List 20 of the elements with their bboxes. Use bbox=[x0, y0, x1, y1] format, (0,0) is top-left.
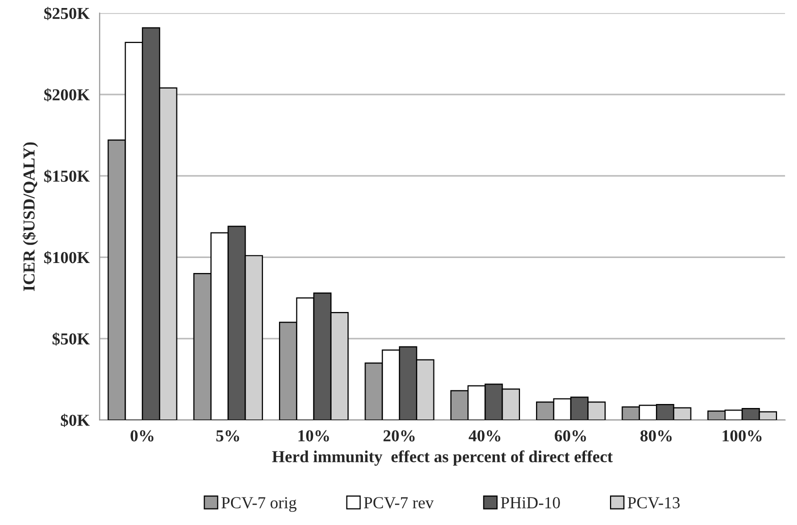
legend-label: PCV-13 bbox=[628, 497, 680, 508]
y-tick-label: $250K bbox=[44, 6, 90, 20]
x-tick-label: 60% bbox=[554, 430, 586, 442]
x-tick-label: 40% bbox=[468, 430, 500, 442]
x-tick-label: 100% bbox=[722, 430, 762, 442]
legend-label: PCV-7 rev bbox=[364, 497, 434, 508]
x-tick-label: 10% bbox=[298, 430, 329, 442]
x-tick-label: 20% bbox=[384, 430, 415, 442]
x-tick-label: 0% bbox=[130, 430, 154, 442]
y-tick-label: $200K bbox=[44, 88, 90, 102]
legend-label: PCV-7 orig bbox=[221, 497, 296, 512]
y-tick-label: $0K bbox=[60, 414, 90, 428]
y-tick-label: $100K bbox=[44, 250, 90, 264]
x-axis-title: Herd immunity effect as percent of direct effect bbox=[272, 450, 613, 466]
x-tick-label: 5% bbox=[216, 430, 240, 442]
x-tick-label: 80% bbox=[640, 430, 672, 442]
y-tick-label: $50K bbox=[52, 332, 90, 346]
legend-label: PHiD-10 bbox=[500, 497, 560, 508]
y-tick-label: $150K bbox=[44, 170, 90, 183]
y-axis-title: ICER ($USD/QALY) bbox=[22, 142, 38, 291]
